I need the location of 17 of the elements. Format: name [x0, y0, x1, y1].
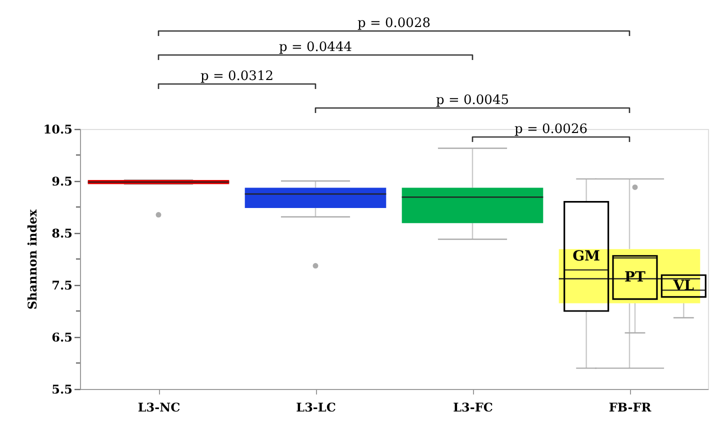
x-tick-label: L3-LC — [296, 400, 336, 414]
series-label: GM — [572, 248, 600, 264]
y-tick-label: 7.5 — [52, 278, 72, 292]
y-tick-label: 9.5 — [52, 174, 72, 188]
y-tick-label: 6.5 — [52, 330, 72, 344]
y-tick-label: 10.5 — [43, 122, 72, 136]
y-axis-title: Shannon index — [25, 208, 40, 310]
text: p = 0.0312 — [200, 69, 274, 84]
text: p = 0.0045 — [436, 93, 509, 108]
x-tick-label: L3-NC — [138, 400, 180, 414]
text: p = 0.0028 — [358, 16, 430, 31]
y-tick-label: 5.5 — [52, 382, 72, 396]
text: p = 0.0444 — [279, 40, 352, 55]
x-tick-label: L3-FC — [453, 400, 493, 414]
x-tick-label: FB-FR — [608, 400, 652, 414]
annotation: p = 0.0026 — [514, 122, 588, 137]
y-tick-label: 8.5 — [52, 226, 72, 240]
